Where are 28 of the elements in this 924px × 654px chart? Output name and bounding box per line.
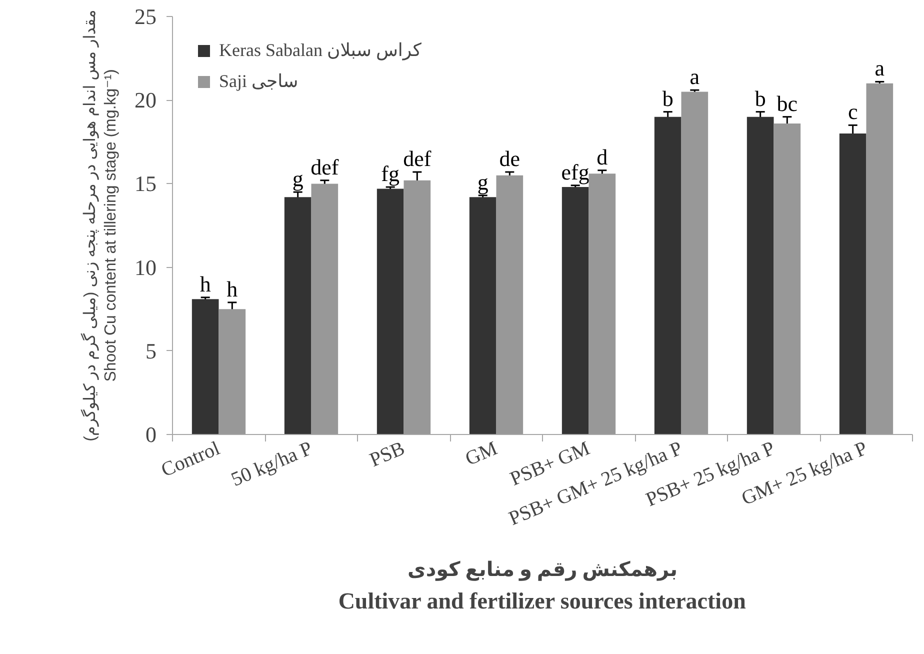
data-label: h [226, 276, 238, 302]
legend-label: Keras Sabalan کراس سبلان [219, 40, 422, 61]
data-label: bc [776, 90, 798, 116]
data-label: c [848, 99, 858, 124]
data-label: g [477, 169, 488, 194]
y-tick-label: 25 [134, 4, 156, 29]
y-tick-label: 15 [134, 171, 156, 196]
legend-label: Saji ساجی [219, 71, 298, 92]
x-tick-label: PSB [366, 437, 408, 472]
data-label: h [200, 271, 211, 296]
y-tick-label: 20 [134, 88, 156, 113]
x-tick-label: 50 kg/ha P [228, 437, 316, 491]
data-label: def [310, 154, 340, 180]
data-label: b [662, 86, 674, 111]
y-tick-label: 10 [134, 254, 156, 280]
data-label: a [874, 56, 885, 81]
data-label: d [596, 144, 608, 170]
x-tick-label: GM [462, 437, 501, 470]
data-label: efg [561, 159, 590, 184]
y-tick-label: 0 [146, 422, 156, 447]
x-tick-label: Control [158, 437, 224, 482]
data-label: def [403, 146, 432, 171]
y-tick-label: 5 [146, 338, 156, 364]
data-label: b [754, 86, 766, 111]
data-label: a [690, 64, 700, 90]
data-label: g [292, 166, 304, 192]
data-label: fg [381, 161, 400, 186]
data-label: de [499, 146, 520, 171]
